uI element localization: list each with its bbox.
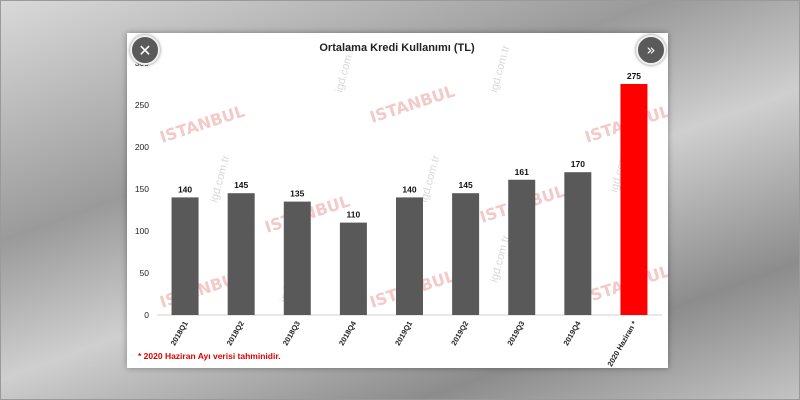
x-tick-label: 2019Q2: [449, 320, 470, 348]
bar: [396, 197, 423, 315]
double-chevron-right-icon: »: [646, 41, 656, 59]
data-label: 145: [459, 180, 473, 190]
data-label: 110: [347, 210, 361, 220]
data-label: 135: [290, 189, 304, 199]
bar-chart: ISTANBULISTANBULISTANBULISTANBULISTANBUL…: [135, 42, 668, 368]
watermark-brand: ISTANBUL: [157, 101, 247, 146]
bar: [452, 193, 480, 315]
data-label: 275: [627, 71, 641, 81]
bar: [564, 172, 592, 315]
next-button[interactable]: »: [636, 35, 666, 65]
bar: [339, 222, 367, 315]
close-button[interactable]: ✕: [130, 35, 160, 65]
x-tick-label: 2019Q1: [393, 320, 414, 348]
data-label: 140: [402, 184, 416, 194]
x-tick-label: 2018Q3: [281, 320, 302, 348]
data-label: 161: [515, 167, 529, 177]
watermark-site: igd.com.tr: [488, 44, 512, 94]
watermark-site: igd.com.tr: [418, 154, 442, 204]
bar: [508, 179, 536, 315]
x-tick-label: 2018Q2: [225, 320, 246, 348]
chart-title: Ortalama Kredi Kullanımı (TL): [319, 42, 475, 54]
bar: [227, 193, 255, 315]
y-tick-label: 200: [135, 142, 149, 152]
bar: [620, 84, 648, 315]
footnote: * 2020 Haziran Ayı verisi tahminidir.: [138, 351, 281, 361]
data-label: 145: [234, 180, 248, 190]
y-tick-label: 100: [135, 226, 149, 236]
data-label: 170: [571, 159, 585, 169]
data-label: 140: [178, 184, 192, 194]
x-tick-label: 2018Q1: [169, 320, 190, 348]
watermark-brand: ISTANBUL: [367, 81, 457, 126]
x-tick-label: 2019Q4: [561, 319, 583, 347]
bars-group: 140 145 135 110 140 145 161 170 275: [171, 71, 648, 315]
close-icon: ✕: [138, 40, 152, 60]
x-tick-label: 2018Q4: [337, 319, 359, 347]
y-tick-label: 50: [140, 268, 150, 278]
x-tick-label: 2020 Haziran *: [605, 319, 638, 368]
y-tick-label: 0: [144, 310, 149, 320]
x-tick-label: 2019Q3: [505, 320, 526, 348]
y-tick-label: 250: [135, 100, 149, 110]
y-tick-label: 150: [135, 184, 149, 194]
bar: [283, 201, 311, 315]
bar: [171, 197, 199, 315]
chart-card: ISTANBULISTANBULISTANBULISTANBULISTANBUL…: [127, 33, 668, 368]
